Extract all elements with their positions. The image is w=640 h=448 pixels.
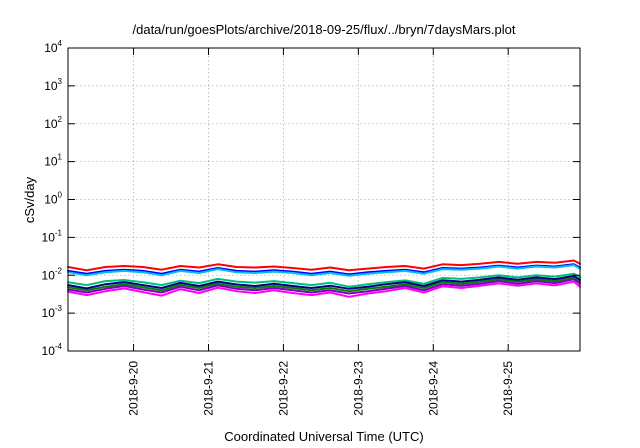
x-tick-label: 2018-9-22 bbox=[276, 361, 290, 416]
y-tick-exponent: -3 bbox=[55, 304, 63, 313]
series-line-1 bbox=[67, 259, 581, 272]
chart-title: /data/run/goesPlots/archive/2018-09-25/f… bbox=[133, 22, 516, 37]
y-tick-base: 10 bbox=[42, 268, 56, 282]
grid-lines bbox=[68, 48, 580, 351]
y-tick-base: 10 bbox=[44, 41, 58, 55]
y-tick-exponent: 0 bbox=[58, 191, 63, 200]
x-tick-label: 2018-9-24 bbox=[426, 361, 440, 416]
y-tick-label: 104 bbox=[44, 39, 62, 55]
x-tick-label: 2018-9-25 bbox=[501, 361, 515, 416]
series-line-3 bbox=[67, 264, 581, 277]
series-line-4 bbox=[67, 272, 581, 288]
y-tick-base: 10 bbox=[42, 344, 56, 358]
y-tick-exponent: 1 bbox=[58, 153, 63, 162]
y-tick-base: 10 bbox=[42, 306, 56, 320]
y-tick-label: 103 bbox=[44, 77, 62, 93]
y-tick-exponent: -2 bbox=[55, 266, 63, 275]
y-tick-label: 100 bbox=[44, 191, 62, 207]
y-tick-label: 10-4 bbox=[42, 342, 63, 358]
y-tick-exponent: 3 bbox=[58, 77, 63, 86]
y-tick-exponent: -1 bbox=[55, 228, 63, 237]
x-tick-label: 2018-9-23 bbox=[351, 361, 365, 416]
y-tick-label: 101 bbox=[44, 153, 62, 169]
x-tick-label: 2018-9-20 bbox=[127, 361, 141, 416]
y-tick-label: 10-2 bbox=[42, 266, 63, 282]
series-line-6 bbox=[67, 274, 581, 290]
y-tick-base: 10 bbox=[44, 155, 58, 169]
y-tick-label: 10-3 bbox=[42, 304, 63, 320]
y-tick-base: 10 bbox=[44, 117, 58, 131]
x-axis-label: Coordinated Universal Time (UTC) bbox=[224, 429, 423, 444]
y-tick-base: 10 bbox=[42, 230, 56, 244]
series-group bbox=[67, 259, 581, 298]
series-line-5 bbox=[67, 276, 581, 293]
x-axis: 2018-9-20 2018-9-21 2018-9-22 2018-9-23 2018… bbox=[127, 48, 515, 416]
y-tick-exponent: -4 bbox=[55, 342, 63, 351]
x-tick-label: 2018-9-21 bbox=[201, 361, 215, 416]
y-tick-exponent: 4 bbox=[58, 39, 63, 48]
y-tick-base: 10 bbox=[44, 193, 58, 207]
y-tick-label: 102 bbox=[44, 115, 62, 131]
y-tick-base: 10 bbox=[44, 79, 58, 93]
y-axis-label: cSv/day bbox=[22, 176, 37, 223]
series-line-8 bbox=[67, 280, 581, 298]
y-tick-label: 10-1 bbox=[42, 228, 63, 244]
y-tick-exponent: 2 bbox=[58, 115, 63, 124]
series-line-7 bbox=[67, 278, 581, 295]
